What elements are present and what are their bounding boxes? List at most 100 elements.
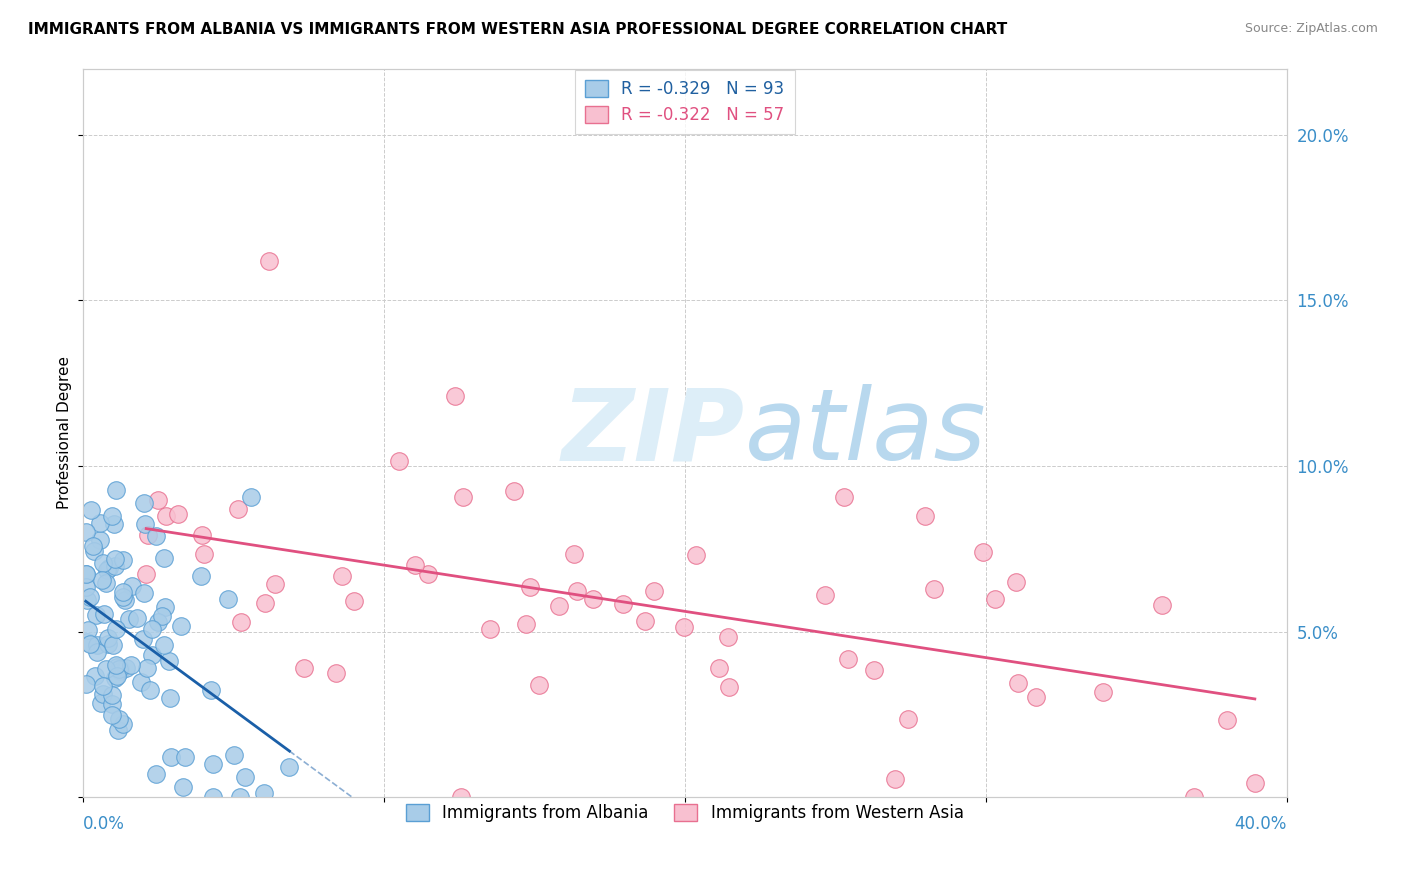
- Point: [278, 760, 301, 774]
- Point: [79, 637, 101, 651]
- Point: [86, 645, 108, 659]
- Point: [451, 490, 474, 504]
- Point: [159, 690, 181, 705]
- Point: [84, 607, 107, 622]
- Point: [191, 527, 214, 541]
- Point: [193, 547, 215, 561]
- Point: [76, 635, 98, 649]
- Point: [97, 560, 120, 574]
- Point: [897, 712, 920, 726]
- Point: [90, 696, 112, 710]
- Point: [97, 637, 120, 651]
- Point: [107, 723, 129, 737]
- Point: [450, 790, 472, 805]
- Point: [105, 660, 128, 674]
- Point: [707, 661, 730, 675]
- Point: [121, 579, 143, 593]
- Point: [153, 638, 176, 652]
- Point: [75, 524, 97, 539]
- Point: [118, 612, 141, 626]
- Point: [404, 558, 426, 573]
- Point: [922, 582, 945, 597]
- Point: [253, 596, 276, 610]
- Point: [105, 657, 128, 672]
- Point: [100, 707, 122, 722]
- Point: [388, 454, 411, 468]
- Point: [131, 632, 153, 647]
- Point: [717, 681, 740, 695]
- Point: [96, 563, 118, 577]
- Point: [110, 664, 132, 678]
- Point: [224, 748, 246, 763]
- Point: [172, 780, 194, 794]
- Point: [84, 668, 107, 682]
- Point: [259, 253, 281, 268]
- Point: [582, 591, 605, 606]
- Point: [643, 584, 665, 599]
- Point: [108, 662, 131, 676]
- Point: [141, 648, 163, 662]
- Point: [150, 608, 173, 623]
- Point: [101, 508, 124, 523]
- Point: [134, 496, 156, 510]
- Point: [229, 790, 252, 805]
- Point: [612, 597, 634, 611]
- Point: [673, 619, 696, 633]
- Point: [75, 567, 97, 582]
- Point: [814, 588, 837, 602]
- Point: [105, 622, 128, 636]
- Point: [104, 552, 127, 566]
- Point: [86, 638, 108, 652]
- Point: [1152, 598, 1174, 612]
- Point: [104, 671, 127, 685]
- Point: [443, 389, 465, 403]
- Point: [170, 618, 193, 632]
- Point: [503, 484, 526, 499]
- Point: [416, 567, 439, 582]
- Point: [527, 678, 550, 692]
- Point: [120, 658, 142, 673]
- Point: [91, 556, 114, 570]
- Point: [217, 591, 239, 606]
- Point: [233, 770, 256, 784]
- Point: [104, 558, 127, 573]
- Point: [111, 716, 134, 731]
- Text: ZIP: ZIP: [562, 384, 745, 482]
- Point: [325, 665, 347, 680]
- Point: [200, 683, 222, 698]
- Point: [111, 553, 134, 567]
- Point: [567, 583, 589, 598]
- Point: [145, 529, 167, 543]
- Point: [832, 491, 855, 505]
- Legend: Immigrants from Albania, Immigrants from Western Asia: Immigrants from Albania, Immigrants from…: [399, 797, 970, 829]
- Point: [132, 586, 155, 600]
- Point: [100, 688, 122, 702]
- Point: [263, 577, 285, 591]
- Point: [240, 490, 263, 504]
- Point: [884, 772, 907, 787]
- Point: [146, 615, 169, 629]
- Point: [1091, 685, 1114, 699]
- Point: [146, 492, 169, 507]
- Point: [100, 698, 122, 712]
- Point: [226, 501, 249, 516]
- Text: atlas: atlas: [745, 384, 987, 482]
- Text: Source: ZipAtlas.com: Source: ZipAtlas.com: [1244, 22, 1378, 36]
- Point: [152, 551, 174, 566]
- Point: [138, 683, 160, 698]
- Point: [91, 574, 114, 588]
- Point: [634, 614, 657, 628]
- Point: [83, 543, 105, 558]
- Point: [89, 516, 111, 530]
- Point: [145, 767, 167, 781]
- Point: [91, 680, 114, 694]
- Point: [89, 533, 111, 547]
- Point: [80, 502, 103, 516]
- Point: [97, 631, 120, 645]
- Point: [1004, 574, 1026, 589]
- Point: [330, 569, 353, 583]
- Point: [136, 528, 159, 542]
- Point: [93, 607, 115, 621]
- Point: [972, 545, 994, 559]
- Text: 0.0%: 0.0%: [83, 815, 125, 833]
